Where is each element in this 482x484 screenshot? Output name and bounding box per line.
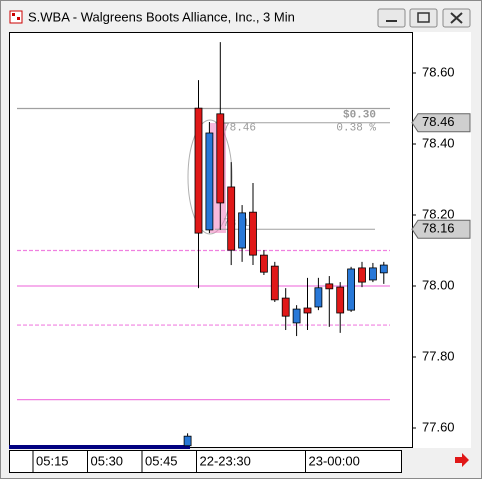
candle-body — [379, 264, 388, 274]
candle-body — [358, 267, 366, 283]
y-tick-label: 78.40 — [422, 135, 455, 150]
candle-body — [303, 307, 312, 314]
x-tick-label: 22-23:30 — [200, 453, 251, 468]
window-title: S.WBA - Walgreens Boots Alliance, Inc., … — [28, 9, 295, 24]
candle-body — [347, 268, 356, 311]
y-tick-label: 78.00 — [422, 277, 455, 292]
scroll-arrow[interactable] — [455, 453, 469, 467]
y-tick-label: 78.20 — [422, 206, 455, 221]
measure-percent: 0.38 % — [336, 123, 376, 135]
candle-body — [205, 132, 214, 231]
price-marker-label: 78.16 — [422, 221, 455, 236]
y-tick-label: 77.80 — [422, 348, 455, 363]
y-tick-label: 78.60 — [422, 64, 455, 79]
x-tick-label: 05:15 — [36, 453, 69, 468]
app-icon — [9, 10, 23, 24]
minimize-button[interactable] — [377, 8, 406, 28]
price-marker-box — [411, 219, 471, 239]
candle-body — [270, 265, 279, 301]
measure-change: $0.30 — [343, 110, 376, 122]
candle-body — [194, 107, 203, 234]
candle-body — [292, 308, 301, 324]
candle-body — [238, 212, 247, 249]
x-tick-label: 05:45 — [145, 453, 178, 468]
restore-button[interactable] — [409, 8, 438, 28]
price-marker-box — [411, 113, 471, 133]
candle-body — [227, 186, 236, 251]
app-icon-dot — [17, 17, 20, 20]
candle-body — [183, 435, 192, 447]
candle-body — [249, 211, 257, 256]
x-tick-label: 23-00:00 — [309, 453, 360, 468]
candle-body — [336, 286, 345, 314]
app-icon-dot — [12, 13, 15, 16]
session-bar — [9, 445, 190, 449]
plot-border — [9, 32, 413, 448]
candle-body — [368, 267, 377, 281]
candle-body — [314, 287, 323, 308]
candle-body — [259, 254, 268, 273]
candle-body — [281, 297, 290, 317]
x-axis-strip — [9, 450, 402, 473]
price-marker-label: 78.46 — [422, 114, 455, 129]
candle-body — [216, 113, 225, 204]
candle-body — [325, 283, 334, 290]
y-tick-label: 77.60 — [422, 419, 455, 434]
x-tick-label: 05:30 — [91, 453, 124, 468]
measure-price-label: 78.46 — [223, 123, 256, 135]
close-button[interactable] — [442, 8, 471, 28]
measure-ellipse — [187, 119, 233, 235]
